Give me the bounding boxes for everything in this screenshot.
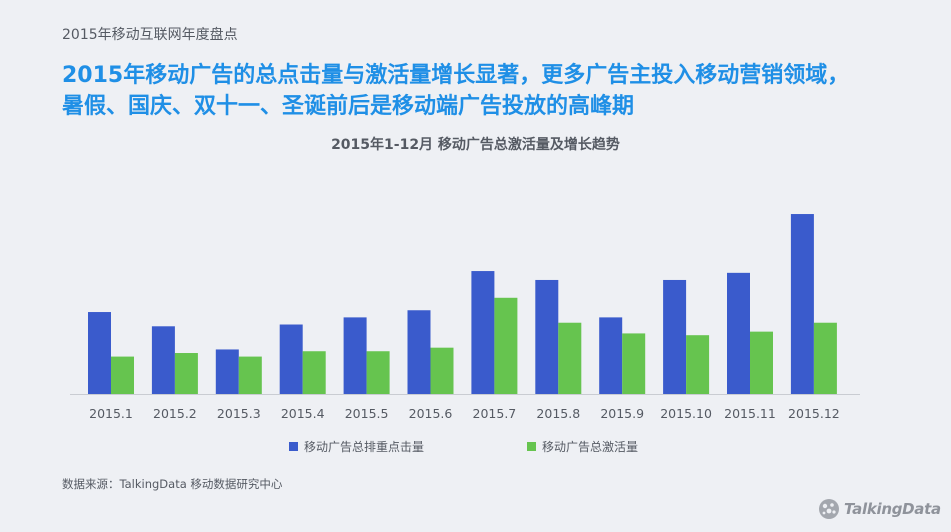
bar-clicks-6	[407, 310, 431, 394]
bar-activations-12	[813, 322, 837, 394]
bar-clicks-5	[343, 317, 367, 394]
legend-swatch-clicks	[289, 442, 298, 451]
legend-swatch-activations	[527, 442, 536, 451]
bar-clicks-1	[88, 312, 111, 394]
bar-clicks-4	[279, 324, 303, 394]
bar-activations-8	[558, 322, 582, 394]
headline-line-1: 2015年移动广告的总点击量与激活量增长显著，更多广告主投入移动营销领域，	[62, 63, 850, 88]
x-tick-label: 2015.8	[536, 406, 580, 421]
headline-line-2: 暑假、国庆、双十一、圣诞前后是移动端广告投放的高峰期	[62, 94, 635, 119]
bar-activations-2	[174, 353, 198, 394]
x-tick-label: 2015.10	[660, 406, 712, 421]
logo-text: TalkingData	[844, 500, 941, 518]
bar-activations-4	[302, 351, 326, 394]
x-tick-label: 2015.2	[153, 406, 197, 421]
bar-activations-9	[622, 333, 646, 394]
bar-activations-1	[111, 356, 134, 394]
bar-clicks-7	[471, 271, 495, 394]
legend-label-activations: 移动广告总激活量	[542, 440, 639, 454]
bar-clicks-9	[599, 317, 623, 394]
x-tick-label: 2015.4	[281, 406, 325, 421]
bar-clicks-12	[790, 214, 814, 394]
x-tick-label: 2015.3	[217, 406, 261, 421]
legend-item-clicks: 移动广告总排重点击量	[289, 438, 424, 455]
bar-clicks-10	[663, 279, 687, 394]
x-tick-label: 2015.6	[409, 406, 453, 421]
data-source: 数据来源：TalkingData 移动数据研究中心	[62, 477, 283, 491]
x-tick-label: 2015.9	[600, 406, 644, 421]
x-tick-label: 2015.11	[724, 406, 776, 421]
logo-mark-icon	[819, 499, 839, 519]
bar-activations-11	[750, 331, 773, 394]
bar-activations-6	[430, 347, 454, 394]
legend-label-clicks: 移动广告总排重点击量	[304, 440, 425, 454]
bar-activations-10	[686, 335, 710, 394]
chart-legend: 移动广告总排重点击量 移动广告总激活量	[0, 438, 951, 456]
x-tick-label: 2015.7	[473, 406, 517, 421]
bar-clicks-11	[727, 272, 750, 394]
chart-title: 2015年1-12月 移动广告总激活量及增长趋势	[331, 137, 620, 153]
x-tick-label: 2015.1	[89, 406, 133, 421]
bar-clicks-2	[151, 326, 175, 394]
bar-chart: 2015.1 2015.2 2015.3 2015.4 2015.5 2015.6 2015…	[70, 214, 860, 421]
bar-activations-3	[238, 356, 262, 394]
bar-activations-7	[494, 297, 518, 394]
x-tick-label: 2015.12	[788, 406, 840, 421]
bar-activations-5	[366, 351, 390, 394]
x-tick-label: 2015.5	[345, 406, 389, 421]
bar-clicks-3	[215, 349, 239, 394]
talkingdata-logo: TalkingData	[818, 498, 941, 520]
bar-clicks-8	[535, 279, 559, 394]
headline: 2015年移动广告的总点击量与激活量增长显著，更多广告主投入移动营销领域， 暑假…	[62, 60, 932, 122]
section-label: 2015年移动互联网年度盘点	[62, 27, 238, 43]
legend-item-activations: 移动广告总激活量	[527, 438, 638, 455]
